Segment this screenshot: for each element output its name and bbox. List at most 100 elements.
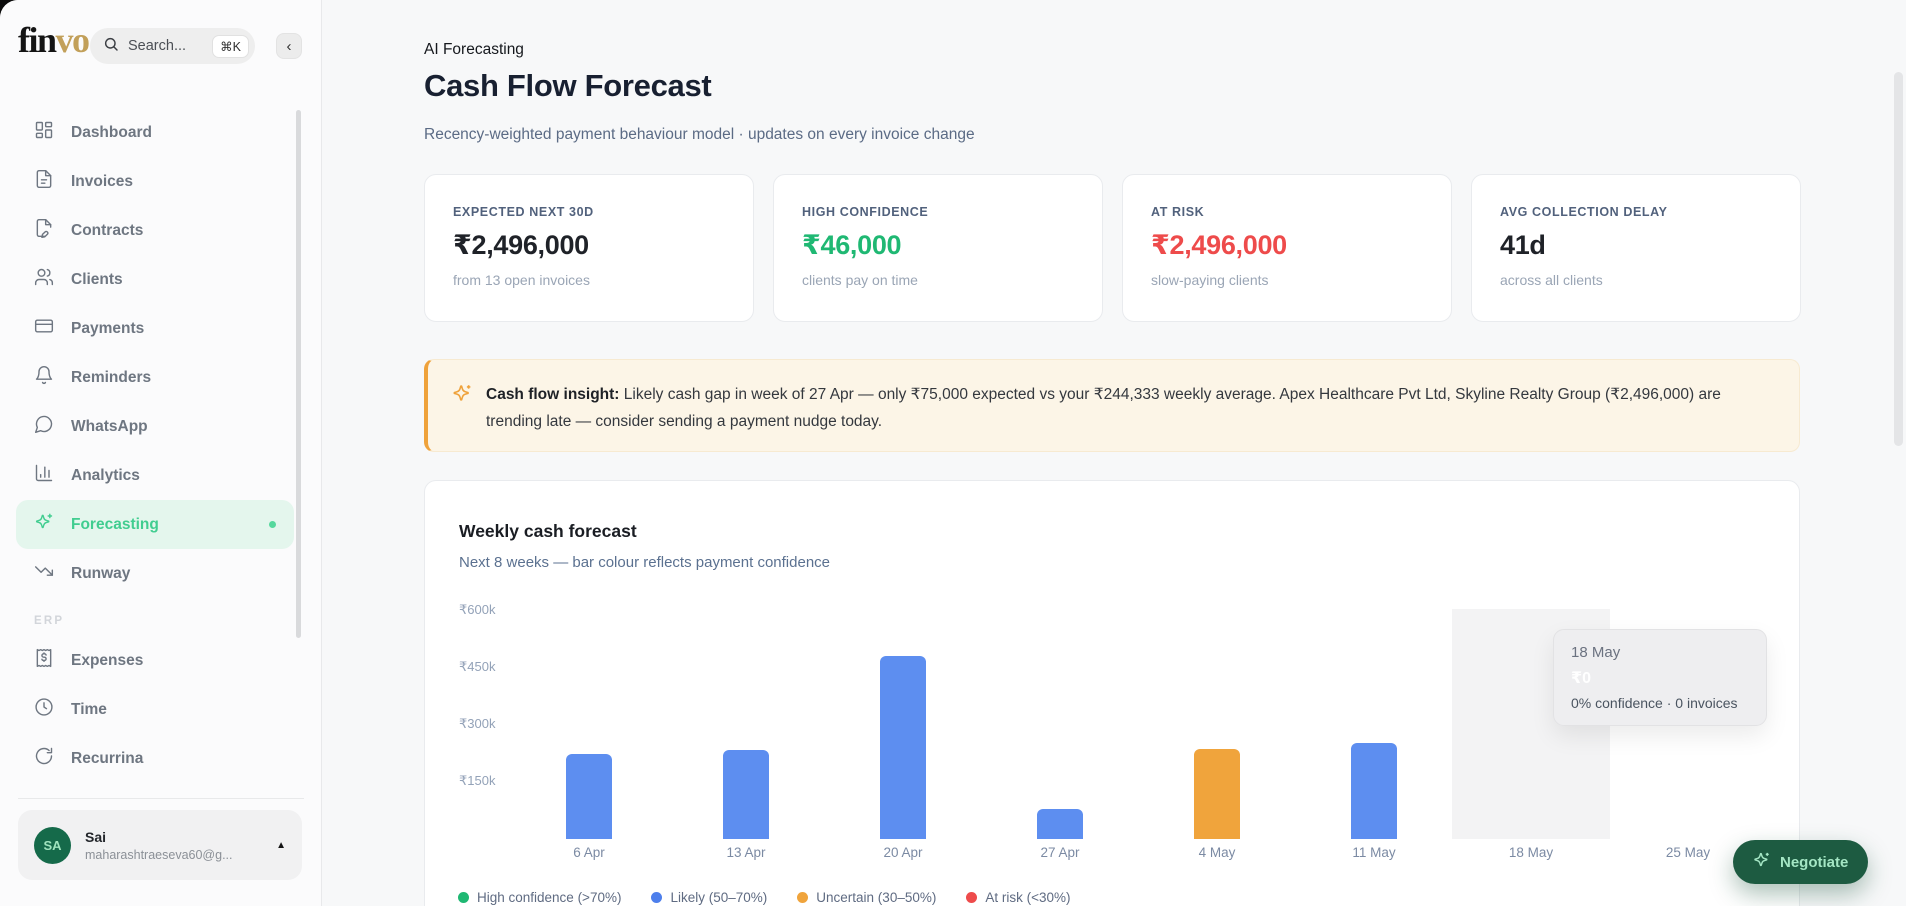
sparkles-icon <box>1753 851 1771 873</box>
sidebar-scrollbar[interactable] <box>296 110 301 638</box>
bar-4-may[interactable] <box>1194 749 1240 839</box>
chart-legend: High confidence (>70%) Likely (50–70%) Unc… <box>458 890 1071 905</box>
bar-20-apr[interactable] <box>880 656 926 839</box>
tooltip-detail: 0% confidence · 0 invoices <box>1571 695 1738 711</box>
legend-label: High confidence (>70%) <box>477 890 622 905</box>
legend-label: At risk (<30%) <box>985 890 1071 905</box>
legend-dot <box>651 892 663 903</box>
sidebar-item-label: Invoices <box>71 172 134 190</box>
active-dot <box>269 521 276 528</box>
user-email: maharashtraeseva60@g... <box>85 847 233 862</box>
bar-6-apr[interactable] <box>566 754 612 839</box>
legend-dot <box>797 892 809 903</box>
page-title: Cash Flow Forecast <box>424 68 712 103</box>
sidebar-item-label: Analytics <box>71 466 140 484</box>
invoice-icon <box>34 169 54 194</box>
sidebar-item-clients[interactable]: Clients <box>16 255 294 304</box>
sidebar-item-invoices[interactable]: Invoices <box>16 157 294 206</box>
stats-row: EXPECTED NEXT 30D ₹2,496,000 from 13 open … <box>424 174 1801 322</box>
chat-bubble-icon <box>34 414 54 439</box>
legend-item: At risk (<30%) <box>966 890 1071 905</box>
search-icon <box>103 36 119 56</box>
stat-label: EXPECTED NEXT 30D <box>453 205 594 219</box>
search-placeholder: Search... <box>128 38 187 54</box>
sidebar-nav-main: Dashboard Invoices Contracts Clients Payment… <box>16 108 294 598</box>
clients-icon <box>34 267 54 292</box>
negotiate-label: Negotiate <box>1780 853 1849 871</box>
sidebar-item-label: Forecasting <box>71 515 159 533</box>
chevron-left-icon: ‹ <box>286 37 292 55</box>
forecasting-icon <box>34 512 54 537</box>
logo-fin: fin <box>18 20 57 60</box>
x-axis-tick: 6 Apr <box>573 845 605 860</box>
recurring-icon <box>34 746 54 771</box>
user-name: Sai <box>85 828 107 845</box>
sidebar-item-dashboard[interactable]: Dashboard <box>16 108 294 157</box>
sidebar-collapse-button[interactable]: ‹ <box>276 33 302 59</box>
sidebar-section-label: ERP <box>34 615 65 627</box>
sparkles-icon <box>452 383 473 409</box>
dashboard-icon <box>34 120 54 145</box>
analytics-icon <box>34 463 54 488</box>
y-axis-tick: ₹600k <box>459 602 496 617</box>
x-axis-tick: 27 Apr <box>1040 845 1080 860</box>
contract-icon <box>34 218 54 243</box>
sidebar-item-runway[interactable]: Runway <box>16 549 294 598</box>
bar-11-may[interactable] <box>1351 743 1397 839</box>
sidebar-item-whatsapp[interactable]: WhatsApp <box>16 402 294 451</box>
stat-card: AVG COLLECTION DELAY 41d across all client… <box>1471 174 1801 322</box>
sidebar-item-label: Reminders <box>71 368 152 386</box>
payments-icon <box>34 316 54 341</box>
bar-27-apr[interactable] <box>1037 809 1083 839</box>
sidebar-item-expenses[interactable]: Expenses <box>16 636 294 685</box>
sidebar-item-label: Expenses <box>71 651 144 669</box>
sidebar: finvo Search... ⌘K Dashboard Invoices Cont… <box>0 0 322 906</box>
receipt-icon <box>34 648 54 673</box>
forecast-chart-card: Weekly cash forecast Next 8 weeks — bar … <box>424 480 1800 906</box>
tooltip-amount: ₹0 <box>1571 670 1592 687</box>
sidebar-item-label: Clients <box>71 270 123 288</box>
sidebar-item-payments[interactable]: Payments <box>16 304 294 353</box>
sidebar-item-label: Runway <box>71 564 131 582</box>
sidebar-item-reminders[interactable]: Reminders <box>16 353 294 402</box>
stat-card: HIGH CONFIDENCE ₹46,000 clients pay on tim… <box>773 174 1103 322</box>
stat-card: AT RISK ₹2,496,000 slow-paying clients <box>1122 174 1452 322</box>
user-menu[interactable]: SA Sai maharashtraeseva60@g... ▲ <box>18 810 302 880</box>
tooltip-date: 18 May <box>1571 644 1621 661</box>
x-axis-tick: 20 Apr <box>883 845 923 860</box>
trending-down-icon <box>34 561 54 586</box>
bell-icon <box>34 365 54 390</box>
insight-text: Cash flow insight: Likely cash gap in we… <box>486 386 1721 430</box>
caret-up-icon: ▲ <box>276 839 286 851</box>
sidebar-item-time[interactable]: Time <box>16 685 294 734</box>
chart-tooltip: 18 May ₹0 0% confidence · 0 invoices <box>1553 629 1767 726</box>
y-axis-tick: ₹300k <box>459 716 496 731</box>
sidebar-nav-erp: Expenses Time Recurrina <box>16 636 294 783</box>
stat-subtext: slow-paying clients <box>1151 272 1269 288</box>
legend-item: High confidence (>70%) <box>458 890 621 905</box>
clock-icon <box>34 697 54 722</box>
sidebar-item-label: Time <box>71 700 107 718</box>
page-subtitle: Recency-weighted payment behaviour model… <box>424 126 975 143</box>
sidebar-item-contracts[interactable]: Contracts <box>16 206 294 255</box>
legend-item: Uncertain (30–50%) <box>797 890 936 905</box>
chart-subtitle: Next 8 weeks — bar colour reflects payme… <box>459 554 831 571</box>
chart-title: Weekly cash forecast <box>459 521 637 541</box>
sidebar-item-recurrina[interactable]: Recurrina <box>16 734 294 783</box>
negotiate-button[interactable]: Negotiate <box>1733 840 1869 884</box>
page-scrollbar[interactable] <box>1894 72 1903 446</box>
bar-13-apr[interactable] <box>723 750 769 839</box>
legend-dot <box>966 892 978 903</box>
legend-label: Likely (50–70%) <box>670 890 768 905</box>
stat-subtext: across all clients <box>1500 272 1603 288</box>
insight-banner: Cash flow insight: Likely cash gap in we… <box>424 359 1800 452</box>
sidebar-item-label: Payments <box>71 319 145 337</box>
sidebar-item-forecasting[interactable]: Forecasting <box>16 500 294 549</box>
stat-label: AT RISK <box>1151 205 1205 219</box>
search-input[interactable]: Search... ⌘K <box>90 28 255 64</box>
sidebar-item-analytics[interactable]: Analytics <box>16 451 294 500</box>
sidebar-item-label: WhatsApp <box>71 417 148 435</box>
stat-label: AVG COLLECTION DELAY <box>1500 205 1668 219</box>
sidebar-item-label: Contracts <box>71 221 144 239</box>
search-shortcut: ⌘K <box>212 34 249 58</box>
